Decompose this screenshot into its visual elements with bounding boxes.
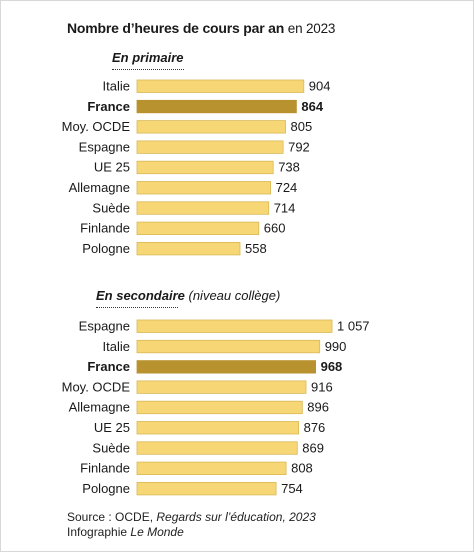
bar-0-1 [136, 99, 297, 114]
bar-0-5 [136, 181, 272, 195]
value-label-0-4: 738 [278, 160, 300, 175]
category-label-1-4: Allemagne [69, 400, 130, 415]
bar-1-7 [136, 461, 287, 476]
value-label-1-3: 916 [311, 379, 333, 394]
value-label-0-6: 714 [274, 200, 296, 215]
value-label-0-8: 558 [245, 241, 267, 256]
value-label-0-3: 792 [288, 139, 310, 154]
section-label-secondaire: En secondaire (niveau collège) [96, 288, 280, 303]
value-label-1-1: 990 [325, 339, 347, 354]
section-subtitle-secondaire: (niveau collège) [188, 288, 281, 303]
section-label-primaire: En primaire [112, 50, 184, 65]
category-label-0-2: Moy. OCDE [62, 119, 131, 134]
bar-0-0 [136, 79, 305, 93]
credit-line: Infographie Le Monde [67, 525, 316, 540]
category-label-1-0: Espagne [79, 319, 130, 334]
category-label-0-8: Pologne [82, 241, 130, 256]
value-label-1-0: 1 057 [337, 319, 370, 334]
bar-1-0 [136, 319, 333, 333]
bar-0-3 [136, 140, 284, 154]
bar-1-2 [136, 360, 317, 374]
bar-0-4 [136, 160, 274, 175]
category-label-0-5: Allemagne [69, 180, 130, 195]
category-label-1-7: Finlande [80, 461, 130, 476]
bar-0-7 [136, 221, 260, 236]
value-label-0-7: 660 [264, 221, 286, 236]
value-label-1-4: 896 [307, 400, 329, 415]
credit-prefix: Infographie [67, 525, 128, 539]
category-label-1-5: UE 25 [94, 420, 130, 435]
value-label-0-0: 904 [309, 79, 331, 94]
credit-name: Le Monde [130, 525, 184, 539]
value-label-0-5: 724 [276, 180, 298, 195]
bar-0-6 [136, 201, 270, 215]
bar-1-4 [136, 400, 303, 415]
bar-1-1 [136, 339, 321, 354]
category-label-1-2: France [87, 359, 130, 374]
value-label-1-2: 968 [321, 359, 343, 374]
title-sub: en 2023 [287, 21, 336, 36]
title-main: Nombre d’heures de cours par an [67, 20, 285, 36]
section-underline-secondaire [96, 307, 178, 308]
category-label-0-3: Espagne [79, 139, 130, 154]
bar-1-5 [136, 421, 300, 435]
bar-0-2 [136, 120, 286, 134]
category-label-1-8: Pologne [82, 481, 130, 496]
value-label-0-2: 805 [291, 119, 313, 134]
bar-1-8 [136, 481, 277, 496]
value-label-1-8: 754 [281, 481, 303, 496]
category-label-1-1: Italie [103, 339, 130, 354]
category-label-0-7: Finlande [80, 221, 130, 236]
category-label-0-1: France [87, 99, 130, 114]
value-label-0-1: 864 [301, 99, 323, 114]
category-label-1-6: Suède [92, 440, 130, 455]
source-publication: Regards sur l’éducation, 2023 [156, 510, 316, 524]
value-label-1-5: 876 [304, 420, 326, 435]
bar-1-6 [136, 441, 298, 455]
value-label-1-7: 808 [291, 461, 313, 476]
section-title-secondaire: En secondaire [96, 288, 185, 303]
bar-1-3 [136, 380, 307, 394]
chart-title: Nombre d’heures de cours par an en 2023 [67, 20, 335, 36]
source-line: Source : OCDE, Regards sur l’éducation, … [67, 510, 316, 525]
bar-0-8 [136, 241, 241, 256]
category-label-1-3: Moy. OCDE [62, 379, 131, 394]
category-label-0-4: UE 25 [94, 160, 130, 175]
value-label-1-6: 869 [302, 440, 324, 455]
category-label-0-6: Suède [92, 200, 130, 215]
source-prefix: Source : OCDE, [67, 510, 154, 524]
category-label-0-0: Italie [103, 79, 130, 94]
section-underline-primaire [112, 69, 184, 70]
source-note: Source : OCDE, Regards sur l’éducation, … [67, 510, 316, 540]
section-title-primaire: En primaire [112, 50, 184, 65]
